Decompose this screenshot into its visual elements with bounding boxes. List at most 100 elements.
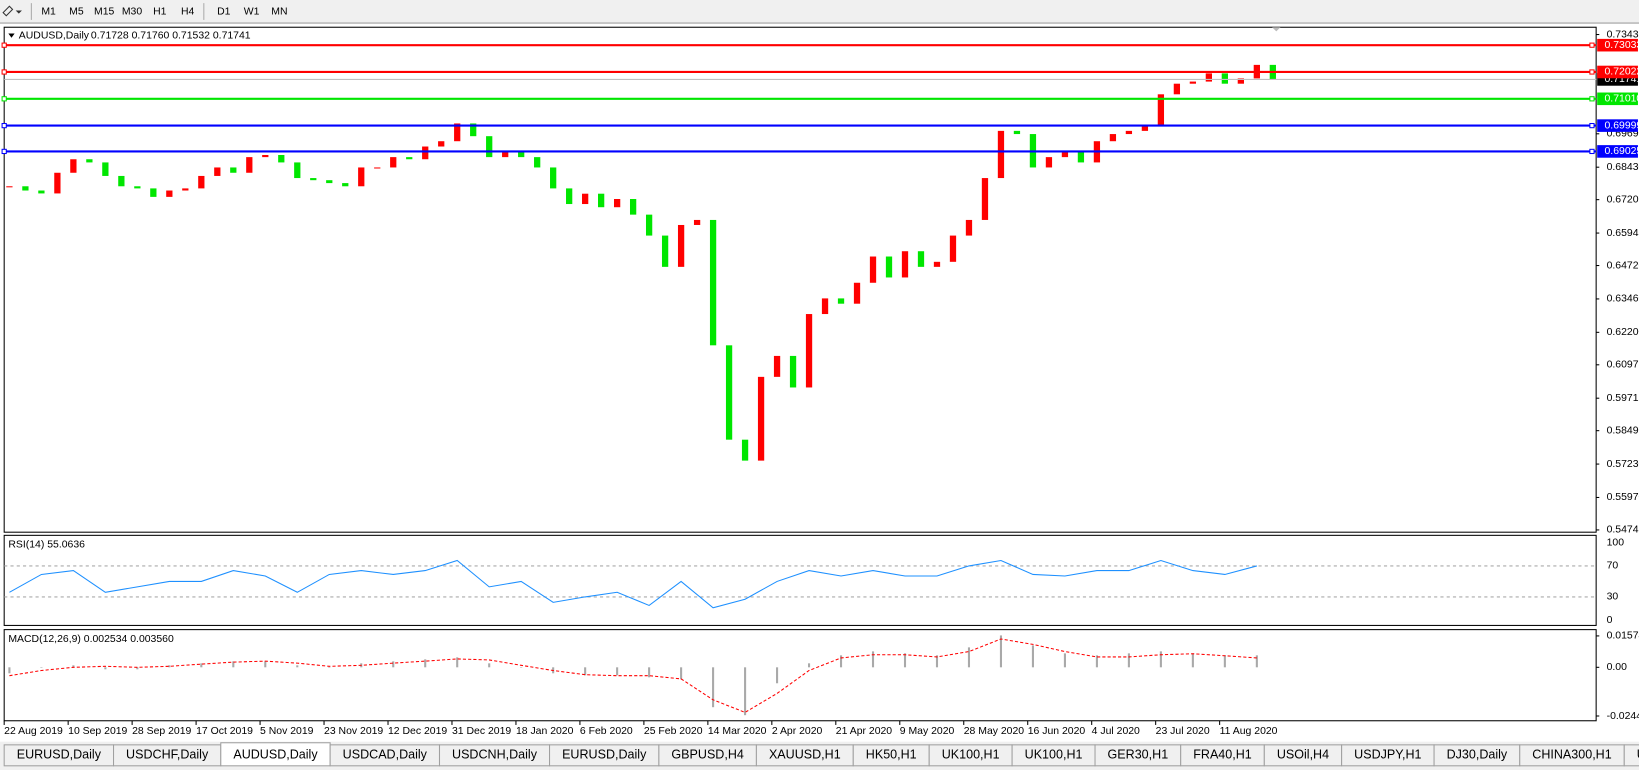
- tab-label[interactable]: USDCNH,Daily: [452, 748, 538, 762]
- timeframe-label[interactable]: M1: [41, 6, 56, 17]
- candle: [789, 355, 797, 388]
- timeframe-button[interactable]: [210, 2, 237, 21]
- candle: [1221, 73, 1228, 84]
- timeframe-button[interactable]: [118, 2, 146, 21]
- timeframe-button[interactable]: [35, 2, 62, 21]
- tab-label[interactable]: USDCAD,Daily: [343, 748, 428, 762]
- timeframe-label[interactable]: MN: [271, 6, 287, 17]
- tab-label[interactable]: GER30,H1: [1108, 748, 1169, 762]
- timeframe-label[interactable]: W1: [244, 6, 260, 17]
- macd-bar: [648, 667, 651, 678]
- candle: [1045, 157, 1053, 168]
- candle: [677, 224, 685, 267]
- tab-label[interactable]: HK50,H1: [866, 748, 917, 762]
- macd-bar: [616, 667, 619, 676]
- candle: [246, 157, 253, 173]
- macd-bar: [967, 647, 971, 668]
- dropdown-arrow[interactable]: [15, 10, 22, 14]
- tab-label[interactable]: USOil,H1: [1637, 748, 1639, 762]
- candle: [550, 167, 557, 189]
- timeframe-label[interactable]: H4: [181, 6, 195, 17]
- macd-bar: [72, 665, 75, 668]
- price-label: 0.60975: [1607, 360, 1639, 371]
- candle: [805, 314, 813, 388]
- tab[interactable]: [1623, 744, 1639, 767]
- candle: [310, 178, 317, 181]
- tab-label[interactable]: AUDUSD,Daily: [233, 748, 318, 762]
- timeframe-label[interactable]: H1: [153, 6, 167, 17]
- level-handle[interactable]: [1, 148, 7, 155]
- candle: [997, 130, 1005, 179]
- tab-label[interactable]: USDCHF,Daily: [126, 748, 209, 762]
- timeframe-button[interactable]: [91, 2, 118, 21]
- tab-label[interactable]: FRA40,H1: [1193, 748, 1252, 762]
- tab-label[interactable]: GBPUSD,H4: [671, 748, 743, 762]
- level-handle[interactable]: [1589, 148, 1595, 155]
- candle: [949, 235, 957, 262]
- level-handle[interactable]: [1, 96, 7, 102]
- timeframe-button[interactable]: [174, 2, 201, 21]
- tab-label[interactable]: USDJPY,H1: [1354, 748, 1421, 762]
- tab-label[interactable]: CHINA300,H1: [1532, 748, 1611, 762]
- tab-label[interactable]: EURUSD,Daily: [17, 748, 102, 762]
- date-label: 11 Aug 2020: [1220, 726, 1278, 737]
- candle: [534, 157, 541, 168]
- tab-label[interactable]: USOil,H4: [1277, 748, 1329, 762]
- date-label: 14 Mar 2020: [708, 726, 767, 737]
- draw-tool-icon[interactable]: [2, 5, 14, 17]
- date-label: 31 Dec 2019: [452, 726, 511, 737]
- macd-bar: [839, 655, 843, 668]
- tab-label[interactable]: XAUUSD,H1: [769, 748, 841, 762]
- timeframe-button[interactable]: [266, 2, 293, 21]
- candle: [406, 157, 413, 160]
- macd-bar: [488, 663, 491, 668]
- level-handle[interactable]: [1589, 96, 1595, 102]
- timeframe-label[interactable]: M15: [94, 6, 114, 17]
- level-handle[interactable]: [1, 122, 7, 129]
- timeframe-label[interactable]: M30: [122, 6, 142, 17]
- level-label: 0.69025: [1605, 146, 1639, 157]
- symbol-title: AUDUSD,Daily: [19, 30, 90, 41]
- timeframe-button[interactable]: [238, 2, 265, 21]
- candle: [182, 188, 189, 191]
- level-handle[interactable]: [1589, 42, 1595, 48]
- level-handle[interactable]: [1589, 69, 1595, 75]
- candle: [869, 256, 877, 283]
- tab-label[interactable]: UK100,H1: [1025, 748, 1083, 762]
- candle: [118, 175, 125, 187]
- timeframe-label[interactable]: M5: [69, 6, 84, 17]
- candle: [278, 155, 285, 163]
- toolbar: [0, 0, 1639, 24]
- level-box: [1597, 145, 1638, 158]
- macd-bar: [1095, 655, 1098, 668]
- macd-bar: [776, 667, 779, 684]
- timeframe-button[interactable]: [146, 2, 173, 21]
- candle: [645, 214, 653, 236]
- price-label: 0.73435: [1607, 29, 1639, 40]
- date-label: 16 Jun 2020: [1028, 726, 1086, 737]
- date-label: 25 Feb 2020: [644, 726, 703, 737]
- rsi-tick-label: 70: [1607, 561, 1619, 572]
- timeframe-button[interactable]: [63, 2, 90, 21]
- macd-bar: [200, 663, 203, 668]
- header-arrow[interactable]: [8, 33, 15, 38]
- level-handle[interactable]: [1, 42, 7, 48]
- date-label: 23 Jul 2020: [1156, 726, 1210, 737]
- candle: [358, 167, 365, 187]
- macd-bar: [104, 667, 107, 670]
- date-label: 4 Jul 2020: [1092, 726, 1140, 737]
- macd-pane: [3, 629, 1597, 722]
- tab-label[interactable]: EURUSD,Daily: [562, 748, 647, 762]
- level-handle[interactable]: [1589, 122, 1595, 129]
- candle: [917, 251, 925, 267]
- level-handle[interactable]: [1, 69, 7, 75]
- tab-label[interactable]: UK100,H1: [942, 748, 1000, 762]
- macd-bar: [871, 651, 875, 668]
- tab-label[interactable]: DJ30,Daily: [1447, 748, 1508, 762]
- timeframe-label[interactable]: D1: [217, 6, 231, 17]
